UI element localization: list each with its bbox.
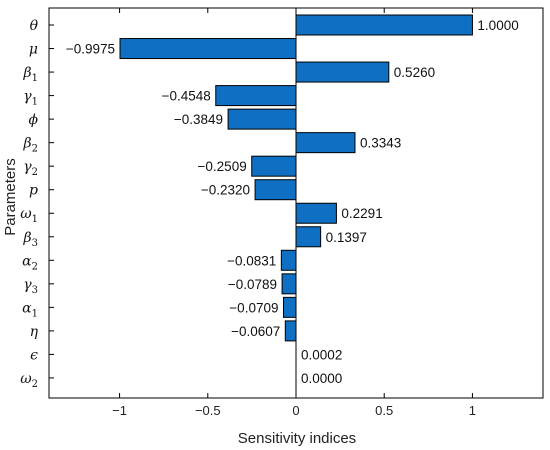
y-tick-label-symbol-8: ω [20,206,32,222]
y-tick-label-9: β3 [23,230,38,249]
y-tick-label-7: p [29,183,38,199]
data-label-4: −0.3849 [174,112,223,127]
y-tick-label-6: γ2 [23,159,38,178]
bar-1 [119,38,297,60]
y-tick-label-symbol-5: β [23,136,32,152]
x-axis-title: Sensitivity indices [238,430,356,447]
data-label-6: −0.2509 [198,159,247,174]
y-tick-label-symbol-7: p [29,183,38,199]
y-tick-label-4: ϕ [28,112,38,128]
y-tick-label-0: θ [30,18,39,34]
y-tick-label-symbol-13: η [30,324,39,340]
y-tick-label-symbol-6: γ [23,159,32,175]
bar-6 [251,155,297,177]
y-tick-label-symbol-0: θ [30,18,39,34]
data-label-13: −0.0607 [231,324,280,339]
y-tick-label-8: ω1 [20,206,38,225]
y-axis-title: Parameters [2,158,19,236]
data-label-8: 0.2291 [341,206,382,221]
bar-13 [284,320,297,342]
bar-2 [295,61,390,83]
y-tick-label-subscript-12: 1 [32,308,38,319]
bar-10 [280,249,297,271]
y-tick-label-subscript-3: 1 [32,97,38,108]
bar-8 [295,202,337,224]
bar-5 [295,132,356,154]
y-tick-label-symbol-15: ω [20,371,32,387]
x-tick-label-4: 1 [469,403,476,418]
y-tick-label-subscript-6: 2 [32,167,38,178]
y-tick-label-symbol-9: β [23,230,32,246]
x-tick-label-0: −1 [112,403,127,418]
y-tick-label-symbol-2: β [23,65,32,81]
bar-0 [295,14,473,36]
data-label-12: −0.0709 [229,300,278,315]
y-tick-label-symbol-10: α [22,253,32,269]
bar-3 [215,85,297,107]
y-tick-label-symbol-1: μ [29,42,38,58]
y-tick-label-15: ω2 [20,371,38,390]
y-tick-label-13: η [30,324,39,340]
y-tick-label-subscript-9: 3 [32,238,38,249]
y-tick-label-subscript-2: 1 [32,73,38,84]
y-tick-label-1: μ [29,42,38,58]
x-tick-label-1: −0.5 [195,403,221,418]
y-tick-label-3: γ1 [23,89,38,108]
bar-11 [281,273,297,295]
x-tick-label-2: 0 [292,403,299,418]
y-tick-label-symbol-4: ϕ [28,112,38,128]
x-tick-label-3: 0.5 [375,403,393,418]
y-tick-label-subscript-5: 2 [32,144,38,155]
y-tick-label-subscript-10: 2 [32,261,38,272]
bar-9 [295,226,322,248]
y-tick-label-10: α2 [22,253,38,272]
data-label-1: −0.9975 [66,42,115,57]
plot-frame [48,7,544,399]
data-label-2: 0.5260 [394,65,435,80]
data-label-3: −0.4548 [162,89,211,104]
y-tick-label-12: α1 [22,300,38,319]
y-tick-label-symbol-12: α [22,300,32,316]
data-label-11: −0.0789 [228,277,277,292]
y-tick-label-symbol-11: γ [23,277,32,293]
bar-4 [227,108,297,130]
y-tick-label-symbol-14: ϵ [30,347,38,363]
y-tick-label-2: β1 [23,65,38,84]
bar-7 [254,179,297,201]
data-label-14: 0.0002 [301,347,342,362]
y-tick-label-14: ϵ [30,347,38,363]
y-tick-label-5: β2 [23,136,38,155]
y-tick-label-11: γ3 [23,277,38,296]
data-label-9: 0.1397 [326,230,367,245]
data-label-15: 0.0000 [301,371,342,386]
data-label-10: −0.0831 [227,253,276,268]
data-label-0: 1.0000 [477,18,518,33]
y-tick-label-subscript-8: 1 [32,214,38,225]
data-label-7: −0.2320 [201,183,250,198]
bar-12 [282,296,297,318]
data-labels-group: 1.0000 −0.9975 0.5260 −0.4548 −0.3849 0.3343 −… [66,18,519,386]
y-tick-label-symbol-3: γ [23,89,32,105]
y-tick-label-subscript-11: 3 [32,285,38,296]
data-label-5: 0.3343 [360,136,401,151]
y-tick-label-subscript-15: 2 [32,379,38,390]
